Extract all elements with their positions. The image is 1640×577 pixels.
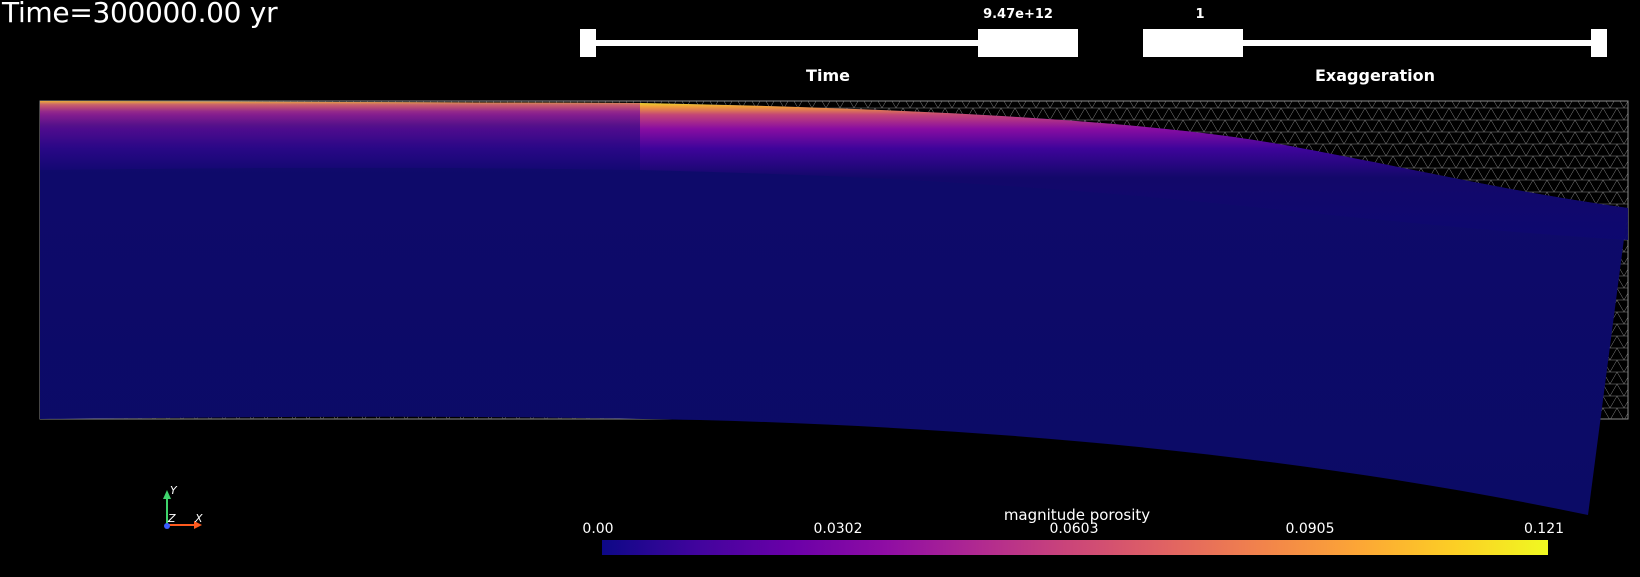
colorbar-gradient [602, 540, 1548, 555]
y-axis-label: Y [170, 484, 178, 497]
colorbar-title: magnitude porosity [1003, 506, 1151, 524]
exaggeration-slider-title: Exaggeration [1314, 66, 1436, 85]
time-slider-title: Time [806, 66, 850, 85]
orientation-axes: Y Z X [163, 484, 203, 529]
exaggeration-slider-right-cap [1591, 29, 1607, 57]
exaggeration-slider-handle[interactable] [1143, 29, 1243, 57]
colorbar-tick-0: 0.00 [582, 521, 614, 537]
porosity-left-layer [40, 101, 640, 170]
time-slider-handle[interactable] [978, 29, 1078, 57]
colorbar-tick-3: 0.0905 [1285, 521, 1335, 537]
colorbar-tick-1: 0.0302 [813, 521, 863, 537]
x-axis-label: X [194, 512, 203, 525]
colorbar-tick-4: 0.121 [1523, 521, 1565, 537]
x-axis-arrow [194, 521, 202, 529]
time-slider[interactable] [580, 29, 1078, 57]
time-slider-value: 9.47e+12 [983, 7, 1053, 22]
exaggeration-slider[interactable] [1143, 29, 1607, 57]
exaggeration-slider-track[interactable] [1144, 40, 1606, 46]
time-slider-left-cap [580, 29, 596, 57]
z-axis-dot [164, 523, 170, 529]
y-axis-arrow [163, 490, 171, 499]
exaggeration-slider-value: 1 [1195, 7, 1205, 22]
colorbar-tick-2: 0.0603 [1049, 521, 1099, 537]
z-axis-label: Z [167, 512, 176, 525]
time-slider-track[interactable] [582, 40, 1076, 46]
time-readout: Time=300000.00 yr [2, 0, 278, 29]
